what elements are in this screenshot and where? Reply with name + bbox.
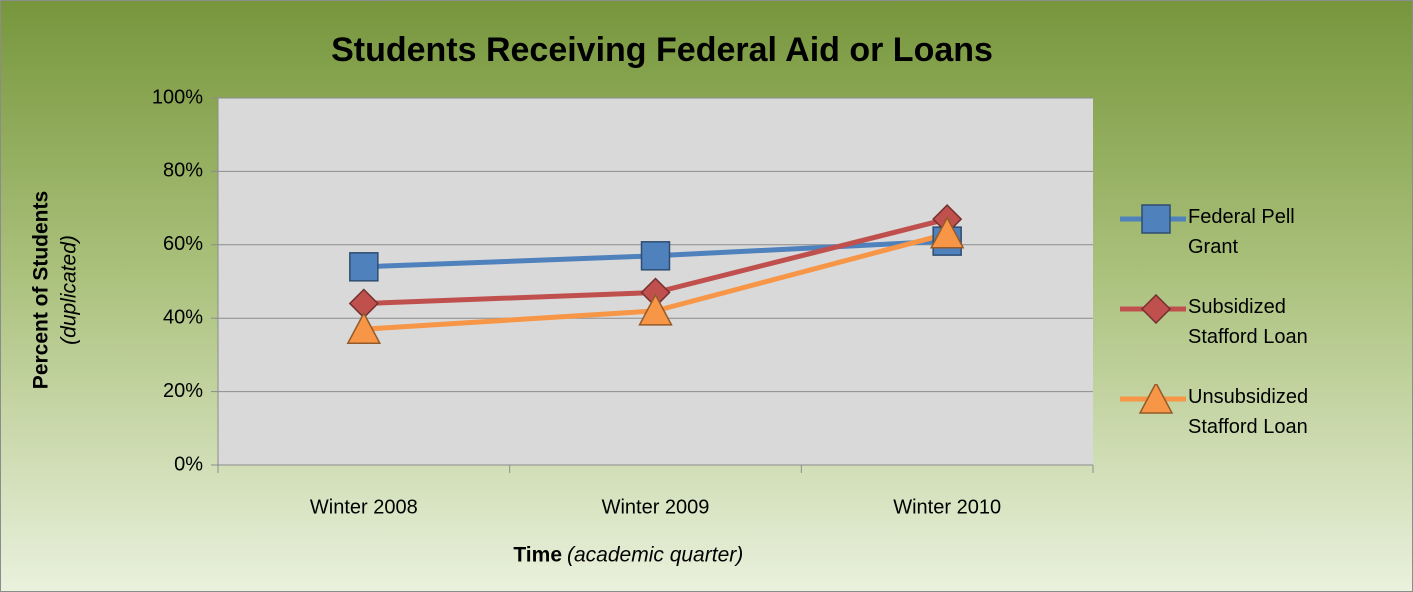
- x-tick-label: Winter 2010: [893, 496, 1001, 518]
- y-axis-note: (duplicated): [58, 235, 81, 345]
- chart-title: Students Receiving Federal Aid or Loans: [331, 31, 993, 69]
- marker: [346, 311, 382, 344]
- y-tick-label: 80%: [163, 160, 203, 182]
- marker: [349, 252, 379, 282]
- legend-key: [1120, 384, 1186, 414]
- marker: [1140, 294, 1172, 324]
- y-tick-label: 20%: [163, 380, 203, 402]
- marker: [929, 216, 965, 249]
- legend-item: Unsubsidized Stafford Loan: [1120, 380, 1390, 470]
- legend-label: Federal Pell Grant: [1188, 206, 1295, 258]
- y-tick-label: 60%: [163, 233, 203, 255]
- legend-label: Subsidized Stafford Loan: [1188, 296, 1308, 348]
- legend-label: Unsubsidized Stafford Loan: [1188, 386, 1309, 438]
- marker: [1141, 204, 1171, 234]
- x-axis-note: (academic quarter): [567, 544, 743, 567]
- x-axis-label: Time: [513, 544, 562, 567]
- marker: [638, 293, 673, 326]
- legend-item: Subsidized Stafford Loan: [1120, 290, 1390, 380]
- legend-key: [1120, 294, 1186, 324]
- y-tick-label: 40%: [163, 306, 203, 328]
- marker: [640, 241, 671, 271]
- legend: Federal Pell Grant Subsidized Stafford Lo…: [1120, 200, 1390, 470]
- y-tick-label: 100%: [152, 86, 203, 108]
- y-axis-label: Percent of Students: [30, 191, 53, 389]
- legend-item: Federal Pell Grant: [1120, 200, 1390, 290]
- y-tick-label: 0%: [174, 453, 203, 475]
- x-tick-label: Winter 2009: [602, 496, 710, 518]
- marker: [1138, 384, 1174, 414]
- x-tick-label: Winter 2008: [310, 496, 418, 518]
- legend-key: [1120, 204, 1186, 234]
